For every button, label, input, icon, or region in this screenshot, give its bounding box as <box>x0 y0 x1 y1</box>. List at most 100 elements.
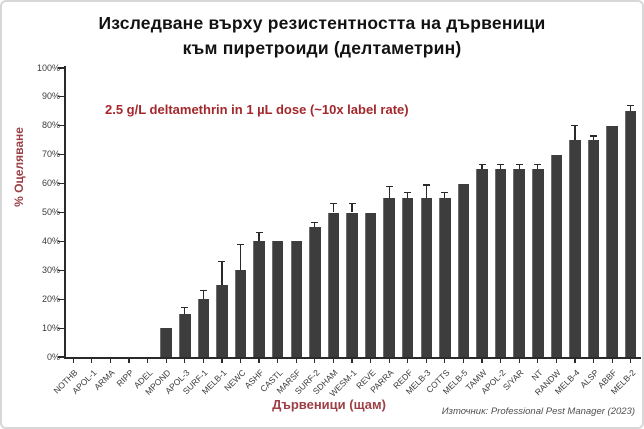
error-bar-cap-NT <box>534 164 542 166</box>
error-bar-cap-MELB-3 <box>422 184 430 186</box>
y-tick-mark <box>58 96 64 98</box>
y-axis-title: % Оцеляване <box>12 127 26 207</box>
source-credit: Източник: Professional Pest Manager (202… <box>441 406 635 417</box>
error-bar-cap-SDHAM <box>329 203 337 205</box>
bar-MELB-4 <box>569 140 581 357</box>
x-tick-mark <box>202 358 204 363</box>
x-tick-mark <box>444 358 446 363</box>
x-tick-mark <box>109 358 112 363</box>
bar-NT <box>532 169 544 357</box>
bar-SURF-1 <box>197 299 210 357</box>
error-bar-cap-COTTS <box>441 191 449 193</box>
error-bar-cap-MELB-1 <box>218 261 226 263</box>
x-tick-label-ARMA: ARMA <box>92 367 117 392</box>
bar-APOL-2 <box>494 169 507 357</box>
error-bar-cap-APOL-3 <box>181 307 189 309</box>
error-bar-APOL-3 <box>184 307 186 314</box>
x-tick-mark <box>332 358 334 363</box>
x-tick-mark <box>425 358 427 363</box>
error-bar-cap-MELB-4 <box>571 125 579 127</box>
bar-ABBF <box>606 125 618 357</box>
error-bar-cap-SURF-2 <box>311 222 319 224</box>
x-tick-mark <box>555 358 557 363</box>
error-bar-TAMW <box>481 164 483 170</box>
x-tick-mark <box>388 358 390 363</box>
bar-REDF <box>401 198 414 357</box>
bar-MPOND <box>160 328 172 357</box>
x-tick-mark <box>147 358 149 363</box>
x-axis-line <box>64 357 641 359</box>
y-tick-label: 70% <box>41 149 60 160</box>
x-tick-label-ALSP: ALSP <box>577 367 601 390</box>
y-tick-label: 30% <box>41 264 60 275</box>
y-tick-label: 60% <box>41 178 60 189</box>
x-axis-title: Дървеници (щам) <box>272 397 386 412</box>
x-tick-mark <box>630 358 632 363</box>
x-tick-mark <box>277 358 279 363</box>
bar-MELB-5 <box>457 183 470 357</box>
x-tick-mark <box>574 358 576 363</box>
y-tick-label: 0% <box>46 351 60 362</box>
x-tick-mark <box>611 358 613 363</box>
error-bar-SURF-1 <box>202 290 204 300</box>
y-axis-line <box>64 66 66 357</box>
x-tick-mark <box>369 358 372 363</box>
error-bar-cap-REDF <box>404 191 412 193</box>
bar-S/YAR <box>513 169 525 357</box>
y-tick-label: 80% <box>41 120 60 131</box>
bar-ASHF <box>253 241 265 357</box>
error-bar-NEWC <box>239 244 242 271</box>
error-bar-NT <box>537 164 539 170</box>
dose-annotation: 2.5 g/L deltamethrin in 1 µL dose (~10x … <box>105 102 409 117</box>
y-tick-mark <box>58 211 64 214</box>
bar-CASTL <box>271 241 284 357</box>
bar-SDHAM <box>327 212 340 357</box>
error-bar-cap-PARRA <box>385 185 393 188</box>
bar-TAMW <box>476 169 488 357</box>
x-tick-mark <box>128 358 130 363</box>
chart-title-line2: към пиретроиди (делтаметрин) <box>182 38 462 58</box>
y-tick-mark <box>58 356 64 358</box>
y-tick-label: 20% <box>41 293 60 304</box>
x-tick-label-RIPP: RIPP <box>114 367 136 389</box>
error-bar-COTTS <box>444 192 446 199</box>
bar-SURF-2 <box>309 226 321 357</box>
error-bar-PARRA <box>388 186 390 199</box>
bar-RANDW <box>550 154 563 357</box>
bar-PARRA <box>383 198 395 357</box>
x-tick-mark <box>221 358 223 363</box>
error-bar-ASHF <box>258 232 260 242</box>
x-tick-mark <box>295 358 297 363</box>
y-tick-label: 100% <box>36 62 60 73</box>
error-bar-SURF-2 <box>314 222 316 227</box>
bar-NEWC <box>234 270 247 357</box>
error-bar-cap-S/YAR <box>515 164 523 166</box>
y-tick-mark <box>58 269 64 271</box>
error-bar-cap-SURF-1 <box>199 289 207 292</box>
error-bar-SDHAM <box>332 203 334 213</box>
error-bar-MELB-4 <box>574 125 576 141</box>
y-tick-label: 50% <box>41 207 60 217</box>
x-tick-mark <box>462 358 465 363</box>
x-tick-mark <box>481 358 483 363</box>
x-tick-mark <box>592 358 595 363</box>
error-bar-cap-TAMW <box>478 164 486 166</box>
error-bar-REDF <box>407 192 409 199</box>
error-bar-cap-ALSP <box>590 135 598 137</box>
x-tick-mark <box>165 358 167 363</box>
y-tick-mark <box>58 154 64 156</box>
x-tick-mark <box>91 358 93 363</box>
bar-APOL-3 <box>179 313 191 357</box>
error-bar-WESM-1 <box>351 203 353 213</box>
x-tick-mark <box>314 358 316 363</box>
x-tick-mark <box>537 358 539 363</box>
x-tick-mark <box>351 358 353 363</box>
bar-REVE <box>364 212 377 357</box>
bar-MELB-3 <box>420 198 433 357</box>
error-bar-S/YAR <box>518 164 520 170</box>
error-bar-APOL-2 <box>500 164 502 170</box>
y-tick-mark <box>58 327 64 329</box>
error-bar-MELB-2 <box>630 105 632 112</box>
